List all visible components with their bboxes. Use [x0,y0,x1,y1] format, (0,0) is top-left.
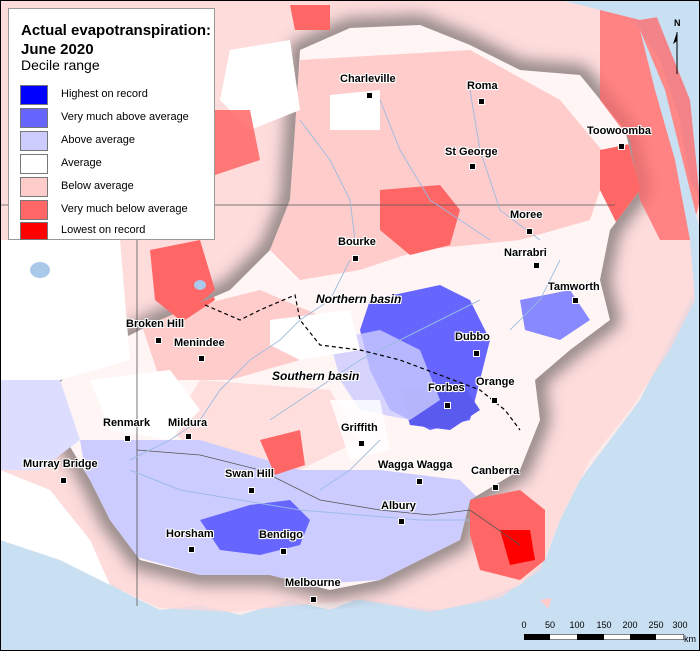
region-very-below-west [150,240,215,320]
town-marker [366,92,373,99]
town-label-murray-bridge: Murray Bridge [23,458,98,470]
town-label-orange: Orange [476,376,515,388]
lake [194,280,206,290]
town-marker [618,143,625,150]
town-label-melbourne: Melbourne [285,577,341,589]
legend-swatch [20,131,48,151]
legend-label: Highest on record [61,88,148,100]
town-marker [248,487,255,494]
town-label-renmark: Renmark [103,417,151,429]
town-marker [198,355,205,362]
town-marker [358,440,365,447]
region-very-below-north [210,110,260,175]
town-marker [492,484,499,491]
southern-basin-label: Southern basin [272,369,360,383]
region-above-west [0,380,80,470]
town-label-dubbo: Dubbo [455,331,490,343]
legend-subtitle: Decile range [21,57,100,73]
town-label-moree: Moree [510,209,543,221]
town-marker [416,478,423,485]
bass-strait [0,600,540,651]
rivers [129,89,561,521]
town-label-swan-hill: Swan Hill [225,468,274,480]
town-marker [398,518,405,525]
region-average-sw [0,470,110,585]
town-marker [185,433,192,440]
town-label-st-george: St George [445,146,498,158]
legend: Actual evapotranspiration: June 2020 Dec… [8,8,215,240]
town-label-forbes: Forbes [428,382,465,394]
town-label-tamworth: Tamworth [548,281,600,293]
town-marker [533,262,540,269]
scale-units: km [684,634,696,644]
scale-tick: 200 [622,620,638,630]
region-lowest-se [500,530,535,565]
legend-swatch [20,108,48,128]
town-marker [352,255,359,262]
town-label-bourke: Bourke [338,236,376,248]
town-marker [188,546,195,553]
legend-swatch [20,222,48,240]
legend-swatch [20,200,48,220]
town-marker [280,548,287,555]
scale-tick: 100 [569,620,585,630]
north-arrow: N [670,18,690,74]
town-label-mildura: Mildura [168,417,208,429]
region-average-nw [220,40,300,130]
sea-top-right [560,0,700,20]
scale-bar-graphic [524,634,684,640]
town-label-wagga-wagga: Wagga Wagga [378,459,453,471]
scale-tick: 50 [544,620,556,630]
town-marker [526,228,533,235]
legend-swatch [20,177,48,197]
town-marker [473,350,480,357]
town-label-canberra: Canberra [471,465,520,477]
town-marker [572,297,579,304]
town-marker [469,163,476,170]
town-label-broken-hill: Broken Hill [126,318,185,330]
northern-basin-label: Northern basin [316,292,402,306]
scale-tick: 300 [672,620,688,630]
legend-label: Below average [61,180,134,192]
scale-tick: 0 [521,620,527,630]
legend-label: Very much above average [61,111,189,123]
legend-label: Average [61,157,102,169]
town-marker [491,397,498,404]
legend-label: Very much below average [61,203,188,215]
town-label-roma: Roma [467,80,498,92]
town-label-griffith: Griffith [341,422,378,434]
scale-bar: 0 50 100 150 200 250 300 km [520,620,696,646]
scale-tick: 250 [648,620,664,630]
town-label-narrabri: Narrabri [504,247,547,259]
town-label-bendigo: Bendigo [259,529,303,541]
region-average-west [0,240,130,380]
region-very-below-top [290,5,330,30]
town-label-albury: Albury [381,500,416,512]
scale-tick: 150 [596,620,612,630]
legend-swatch [20,85,48,105]
town-marker [155,337,162,344]
town-label-charleville: Charleville [340,73,396,85]
town-marker [478,98,485,105]
north-arrow-icon [673,32,678,74]
town-marker [60,477,67,484]
basin-divide-line [204,294,521,431]
legend-label: Lowest on record [61,224,146,236]
town-label-horsham: Horsham [166,528,214,540]
town-marker [444,402,451,409]
lake [30,262,50,278]
town-marker [310,596,317,603]
legend-label: Above average [61,134,135,146]
region-very-below-ne [600,0,700,240]
tasman-sea [540,30,700,651]
map-title: Actual evapotranspiration: June 2020 [21,22,212,58]
north-letter: N [674,18,681,28]
town-label-menindee: Menindee [174,337,225,349]
legend-swatch [20,154,48,174]
town-marker [124,435,131,442]
town-label-toowoomba: Toowoomba [587,125,651,137]
